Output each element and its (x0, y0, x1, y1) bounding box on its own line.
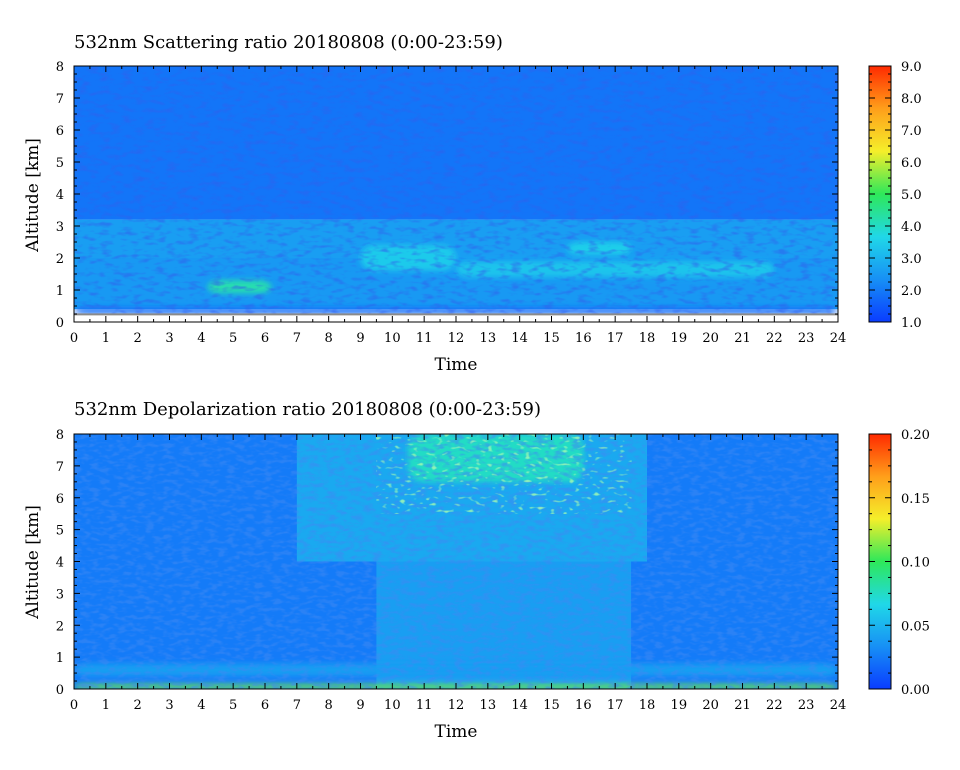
x-tick-label: 7 (293, 698, 301, 713)
y-tick-label: 1 (56, 284, 64, 299)
y-tick-label: 7 (56, 460, 64, 475)
y-tick-label: 8 (56, 428, 64, 443)
colorbar-tick-label: 3.0 (901, 252, 922, 267)
y-tick-label: 7 (56, 92, 64, 107)
x-axis: 0 1 2 3 4 5 6 7 8 9 10 11 12 13 14 15 16 17 18 19 20 21 22 23 24 (70, 434, 846, 713)
chart-title: 532nm Depolarization ratio 20180808 (0:0… (74, 399, 541, 420)
y-tick-label: 5 (56, 524, 64, 539)
colorbar-tick-label: 0.10 (901, 556, 930, 571)
x-axis: 0 1 2 3 4 5 6 7 8 9 10 11 12 13 14 15 16 17 18 19 20 21 22 23 24 (70, 66, 846, 346)
y-tick-label: 0 (56, 316, 64, 331)
x-tick-label: 23 (798, 331, 815, 346)
colorbar-tick-label: 7.0 (901, 124, 922, 139)
y-tick-label: 8 (56, 60, 64, 75)
x-axis-label: Time (435, 722, 478, 742)
colorbar-tick-label: 2.0 (901, 284, 922, 299)
y-tick-label: 5 (56, 156, 64, 171)
colorbar-tick-label: 0.20 (901, 428, 930, 443)
x-tick-label: 3 (165, 698, 173, 713)
x-tick-label: 24 (830, 331, 847, 346)
y-tick-label: 2 (56, 619, 64, 634)
x-tick-label: 8 (325, 331, 333, 346)
x-tick-label: 22 (766, 331, 783, 346)
x-tick-label: 24 (830, 698, 847, 713)
x-tick-label: 4 (197, 331, 205, 346)
colorbar-tick-label: 9.0 (901, 60, 922, 75)
scattering-ratio-panel: 532nm Scattering ratio 20180808 (0:00-23… (23, 32, 922, 375)
x-tick-label: 17 (607, 331, 624, 346)
y-axis: 0 1 2 3 4 5 6 7 8 (56, 60, 838, 331)
x-tick-label: 1 (102, 331, 110, 346)
y-tick-label: 6 (56, 492, 64, 507)
y-tick-label: 0 (56, 683, 64, 698)
x-tick-label: 23 (798, 698, 815, 713)
x-tick-label: 11 (416, 698, 433, 713)
heatmap-plot-area (73, 433, 839, 690)
colorbar: 1.0 2.0 3.0 4.0 5.0 6.0 7.0 8.0 9.0 (868, 60, 922, 331)
x-tick-label: 20 (702, 698, 719, 713)
y-tick-label: 2 (56, 252, 64, 267)
x-tick-label: 17 (607, 698, 624, 713)
x-tick-label: 5 (229, 331, 237, 346)
x-tick-label: 5 (229, 698, 237, 713)
colorbar: 0.00 0.05 0.10 0.15 0.20 (868, 428, 930, 698)
colorbar-tick-label: 8.0 (901, 92, 922, 107)
x-tick-label: 13 (480, 331, 497, 346)
x-tick-label: 13 (480, 698, 497, 713)
x-tick-label: 15 (543, 331, 560, 346)
x-tick-label: 9 (356, 698, 364, 713)
colorbar-tick-label: 0.15 (901, 492, 930, 507)
x-tick-label: 9 (356, 331, 364, 346)
x-tick-label: 8 (325, 698, 333, 713)
colorbar-tick-label: 4.0 (901, 220, 922, 235)
x-tick-label: 1 (102, 698, 110, 713)
x-axis-label: Time (435, 355, 478, 375)
y-tick-label: 4 (56, 556, 64, 571)
x-tick-label: 3 (165, 331, 173, 346)
colorbar-tick-label: 1.0 (901, 316, 922, 331)
x-tick-label: 12 (448, 331, 465, 346)
x-tick-label: 7 (293, 331, 301, 346)
x-tick-label: 0 (70, 698, 78, 713)
x-tick-label: 2 (134, 698, 142, 713)
y-tick-label: 4 (56, 188, 64, 203)
x-tick-label: 16 (575, 331, 592, 346)
y-tick-label: 3 (56, 587, 64, 602)
x-tick-label: 6 (261, 698, 269, 713)
x-tick-label: 4 (197, 698, 205, 713)
x-tick-label: 10 (384, 698, 401, 713)
colorbar-tick-label: 6.0 (901, 156, 922, 171)
x-tick-label: 18 (639, 331, 656, 346)
colorbar-tick-label: 0.00 (901, 683, 930, 698)
x-tick-label: 14 (511, 698, 528, 713)
colorbar-tick-label: 5.0 (901, 188, 922, 203)
x-tick-label: 19 (671, 698, 688, 713)
x-tick-label: 0 (70, 331, 78, 346)
x-tick-label: 16 (575, 698, 592, 713)
x-tick-label: 19 (671, 331, 688, 346)
depolarization-ratio-panel: 532nm Depolarization ratio 20180808 (0:0… (23, 399, 930, 742)
x-tick-label: 21 (734, 698, 751, 713)
y-tick-label: 6 (56, 124, 64, 139)
x-tick-label: 2 (134, 331, 142, 346)
x-tick-label: 6 (261, 331, 269, 346)
x-tick-label: 10 (384, 331, 401, 346)
colorbar-tick-label: 0.05 (901, 619, 930, 634)
x-tick-label: 18 (639, 698, 656, 713)
x-tick-label: 14 (511, 331, 528, 346)
x-tick-label: 22 (766, 698, 783, 713)
chart-title: 532nm Scattering ratio 20180808 (0:00-23… (74, 32, 503, 53)
x-tick-label: 11 (416, 331, 433, 346)
y-axis: 0 1 2 3 4 5 6 7 8 (56, 428, 838, 698)
heatmap-plot-area (73, 65, 839, 323)
y-axis-label: Altitude [km] (23, 138, 43, 253)
y-tick-label: 3 (56, 220, 64, 235)
x-tick-label: 15 (543, 698, 560, 713)
x-tick-label: 12 (448, 698, 465, 713)
y-axis-label: Altitude [km] (23, 505, 43, 620)
x-tick-label: 21 (734, 331, 751, 346)
y-tick-label: 1 (56, 651, 64, 666)
x-tick-label: 20 (702, 331, 719, 346)
